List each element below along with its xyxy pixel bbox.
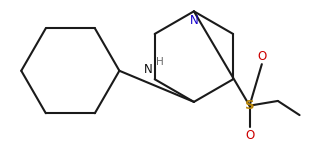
Text: N: N xyxy=(190,14,198,27)
Text: S: S xyxy=(245,99,254,112)
Text: O: O xyxy=(257,50,266,63)
Text: H: H xyxy=(156,57,163,67)
Text: O: O xyxy=(245,129,254,142)
Text: N: N xyxy=(144,63,153,76)
